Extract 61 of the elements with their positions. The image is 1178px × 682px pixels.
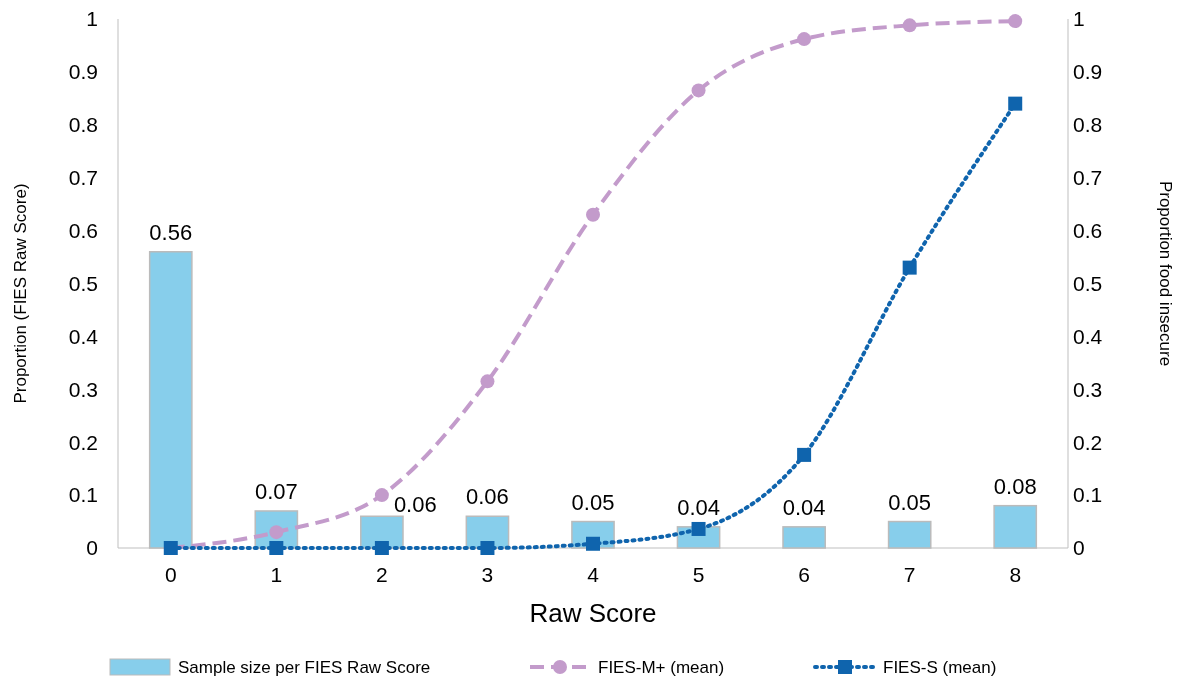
- x-tick-label: 8: [1009, 563, 1022, 586]
- y2-tick-label: 0.3: [1073, 377, 1103, 401]
- y2-tick-label: 0.4: [1073, 324, 1103, 348]
- y-tick-label: 0: [86, 536, 98, 560]
- point: [902, 260, 917, 275]
- y2-tick-label: 0.7: [1073, 166, 1103, 190]
- y2-tick-label: 0.2: [1073, 430, 1103, 454]
- x-tick-label: 2: [376, 563, 388, 586]
- x-tick-label: 6: [798, 563, 810, 586]
- point: [1008, 14, 1023, 29]
- y-tick-label: 0.1: [68, 483, 98, 507]
- y-tick-label: 0.8: [68, 113, 98, 137]
- data-label: 0.06: [466, 484, 509, 510]
- point: [797, 447, 812, 462]
- point: [797, 32, 812, 47]
- data-label: 0.04: [782, 494, 826, 520]
- legend-label: FIES-S (mean): [883, 657, 997, 677]
- legend-label: FIES-M+ (mean): [598, 657, 725, 677]
- data-label: 0.06: [393, 492, 437, 518]
- x-tick-label: 4: [587, 563, 600, 586]
- point: [480, 541, 495, 555]
- data-label: 0.07: [254, 478, 298, 504]
- y2-tick-label: 1: [1073, 7, 1085, 31]
- x-tick-label: 0: [164, 563, 177, 586]
- y-tick-label: 0.6: [68, 218, 98, 242]
- x-tick-label: 3: [481, 563, 494, 586]
- y2-axis-title: Proportion food insecure: [1156, 180, 1175, 367]
- y-tick-label: 0.2: [68, 430, 98, 454]
- point: [269, 541, 284, 555]
- point: [480, 374, 495, 389]
- y-tick-label: 0.3: [68, 377, 98, 401]
- point: [374, 541, 389, 555]
- point: [374, 488, 389, 503]
- x-tick-label: 1: [270, 563, 283, 586]
- point: [691, 83, 706, 98]
- x-axis-title: Raw Score: [529, 598, 657, 628]
- point: [902, 18, 917, 33]
- y-tick-label: 0.4: [68, 324, 99, 348]
- y2-tick-label: 0.9: [1073, 60, 1103, 84]
- point: [1008, 96, 1023, 111]
- data-label: 0.04: [677, 494, 720, 520]
- y2-tick-label: 0.6: [1073, 218, 1103, 242]
- y-tick-label: 0.9: [68, 60, 98, 84]
- y2-tick-label: 0: [1073, 536, 1085, 560]
- y-tick-label: 0.5: [68, 271, 98, 295]
- point: [586, 536, 600, 551]
- data-label: 0.05: [888, 489, 932, 515]
- y2-tick-label: 0.1: [1073, 483, 1103, 507]
- legend-label: Sample size per FIES Raw Score: [178, 657, 431, 677]
- data-label: 0.05: [571, 489, 615, 515]
- data-label: 0.08: [993, 473, 1037, 499]
- point: [691, 521, 706, 536]
- y2-tick-label: 0.8: [1073, 113, 1103, 137]
- point: [586, 207, 600, 222]
- x-tick-label: 7: [903, 563, 916, 586]
- y2-tick-label: 0.5: [1073, 271, 1103, 295]
- y-tick-label: 1: [86, 7, 98, 31]
- y-tick-label: 0.7: [68, 166, 98, 190]
- data-label: 0.56: [149, 219, 193, 245]
- x-tick-label: 5: [692, 563, 705, 586]
- y-axis-title: Proportion (FIES Raw Score): [11, 183, 30, 404]
